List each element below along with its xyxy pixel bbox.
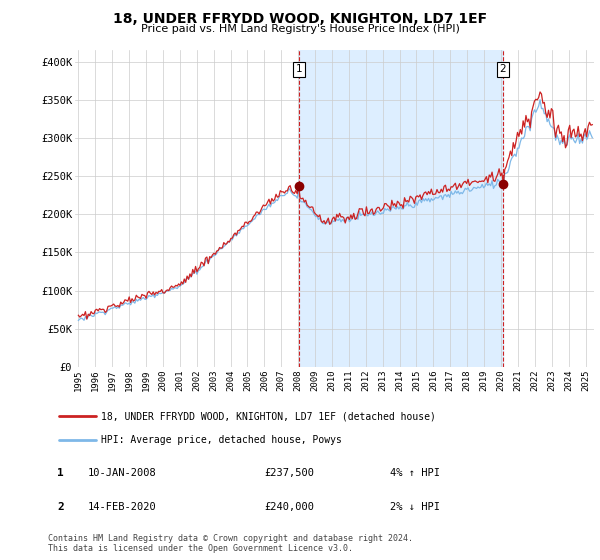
Text: £240,000: £240,000 (264, 502, 314, 512)
Text: Contains HM Land Registry data © Crown copyright and database right 2024.
This d: Contains HM Land Registry data © Crown c… (48, 534, 413, 553)
Text: 2: 2 (57, 502, 64, 512)
Text: 2% ↓ HPI: 2% ↓ HPI (390, 502, 440, 512)
Text: 1: 1 (57, 468, 64, 478)
Text: 14-FEB-2020: 14-FEB-2020 (88, 502, 157, 512)
Text: 18, UNDER FFRYDD WOOD, KNIGHTON, LD7 1EF (detached house): 18, UNDER FFRYDD WOOD, KNIGHTON, LD7 1EF… (101, 411, 436, 421)
Text: Price paid vs. HM Land Registry's House Price Index (HPI): Price paid vs. HM Land Registry's House … (140, 24, 460, 34)
Text: 2: 2 (500, 64, 506, 74)
Text: 18, UNDER FFRYDD WOOD, KNIGHTON, LD7 1EF: 18, UNDER FFRYDD WOOD, KNIGHTON, LD7 1EF (113, 12, 487, 26)
Text: £237,500: £237,500 (264, 468, 314, 478)
Text: 1: 1 (295, 64, 302, 74)
Text: HPI: Average price, detached house, Powys: HPI: Average price, detached house, Powy… (101, 435, 341, 445)
Text: 4% ↑ HPI: 4% ↑ HPI (390, 468, 440, 478)
Bar (299, 50, 503, 367)
Text: 10-JAN-2008: 10-JAN-2008 (88, 468, 157, 478)
